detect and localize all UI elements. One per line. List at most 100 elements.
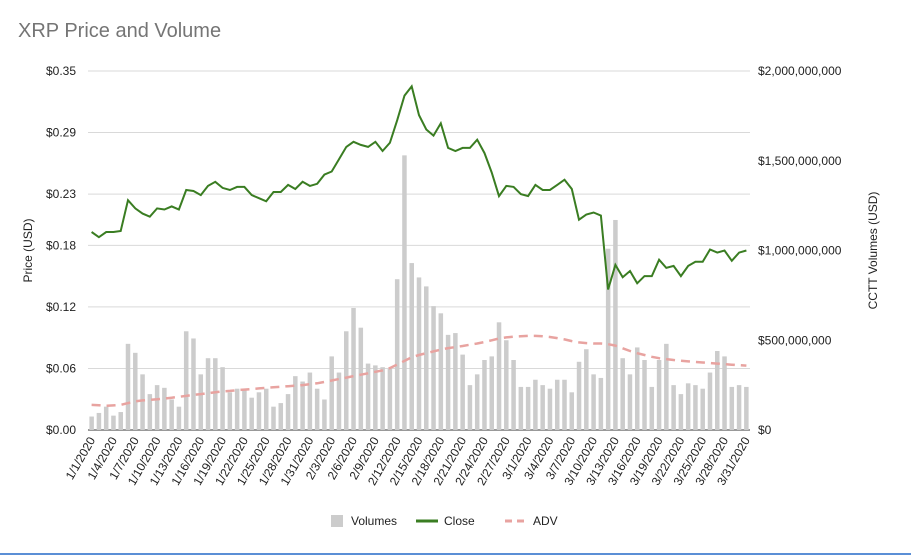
volume-bar	[518, 386, 524, 430]
volume-bar	[271, 406, 276, 430]
volume-bar	[547, 388, 553, 430]
volume-bar	[744, 386, 749, 430]
volume-bar	[256, 392, 262, 430]
volume-bar	[234, 388, 240, 430]
volume-bar	[511, 359, 516, 430]
volume-bar	[707, 372, 713, 430]
volume-bar	[176, 406, 182, 430]
volume-bar	[525, 386, 531, 430]
right-tick-label: $500,000,000	[758, 333, 832, 347]
volume-bar	[373, 365, 378, 430]
volume-bar	[278, 403, 284, 430]
volume-bar	[343, 331, 349, 430]
volume-bar	[154, 385, 160, 430]
volume-bar	[380, 367, 385, 430]
close-series-line	[91, 84, 747, 290]
volume-bar	[678, 394, 684, 430]
adv-series-line	[91, 334, 747, 408]
volume-bar	[467, 385, 473, 430]
volume-bar	[438, 313, 444, 430]
volume-bar	[365, 363, 371, 430]
left-tick-label: $0.23	[46, 187, 76, 201]
right-tick-label: $1,000,000,000	[758, 244, 842, 258]
volume-bar	[358, 327, 364, 430]
volume-bar	[729, 386, 735, 430]
volume-bar	[453, 333, 458, 430]
volume-bar	[700, 388, 705, 430]
volume-bars	[89, 155, 749, 431]
volume-bar	[169, 399, 174, 430]
volume-bar	[416, 277, 422, 430]
volume-bar	[489, 356, 495, 430]
volume-bar	[584, 349, 589, 430]
volume-bar	[227, 392, 233, 430]
volume-bar	[482, 359, 487, 430]
volume-bar	[424, 286, 429, 430]
volume-bar	[183, 331, 189, 430]
volume-bar	[162, 387, 167, 430]
legend: Volumes Close ADV	[331, 514, 558, 528]
volume-bar	[431, 306, 436, 430]
left-tick-label: $0.12	[46, 300, 76, 314]
volume-bar	[133, 352, 138, 430]
left-tick-label: $0.06	[46, 361, 76, 375]
volume-bar	[504, 340, 509, 430]
volume-bar	[533, 379, 538, 430]
volume-bar	[605, 248, 611, 430]
volume-bar	[576, 361, 582, 430]
volume-bar	[409, 263, 414, 430]
volume-bar	[715, 351, 720, 430]
series-lines	[91, 84, 747, 408]
left-tick-label: $0.29	[46, 126, 76, 140]
volume-bar	[474, 374, 480, 430]
legend-label: Volumes	[351, 514, 397, 528]
volume-bar	[671, 385, 676, 430]
volume-bar	[329, 356, 334, 430]
volume-bar	[103, 406, 109, 430]
volume-bar	[205, 358, 211, 430]
window-bottom-border	[0, 553, 911, 555]
legend-swatch	[331, 515, 343, 527]
volume-bar	[634, 347, 640, 430]
volume-bar	[562, 379, 567, 430]
volume-bar	[649, 386, 655, 430]
y-axis-left-title: Price (USD)	[21, 218, 35, 282]
volume-bar	[351, 307, 356, 430]
volume-bar	[147, 394, 153, 430]
y-axis-right-title: CCTT Volumes (USD)	[866, 192, 880, 310]
volume-bar	[285, 394, 291, 430]
volume-bar	[685, 383, 691, 430]
right-tick-label: $2,000,000,000	[758, 64, 842, 78]
right-tick-label: $0	[758, 423, 772, 437]
volume-bar	[118, 412, 123, 430]
volume-bar	[336, 372, 342, 430]
volume-bar	[300, 381, 305, 430]
volume-bar	[445, 334, 451, 430]
volume-bar	[220, 367, 225, 430]
volume-bar	[598, 377, 604, 430]
legend-label: ADV	[533, 514, 558, 528]
volume-bar	[620, 358, 625, 430]
chart-title: XRP Price and Volume	[18, 20, 222, 42]
volume-bar	[569, 392, 575, 430]
volume-bar	[213, 358, 218, 430]
volume-bar	[191, 338, 196, 430]
volume-bar	[394, 279, 400, 430]
right-tick-label: $1,500,000,000	[758, 154, 842, 168]
volume-bar	[322, 399, 327, 430]
volume-bar	[402, 155, 407, 431]
volume-bar	[140, 374, 145, 430]
legend-label: Close	[444, 514, 475, 528]
volume-bar	[736, 385, 742, 430]
volume-bar	[540, 385, 545, 430]
volume-bar	[314, 388, 320, 430]
volume-bar	[96, 412, 102, 430]
volume-bar	[613, 219, 618, 430]
volume-bar	[249, 397, 254, 430]
volume-bar	[242, 390, 247, 430]
volume-bar	[387, 368, 393, 430]
left-tick-label: $0.00	[46, 423, 76, 437]
volume-bar	[656, 359, 662, 430]
